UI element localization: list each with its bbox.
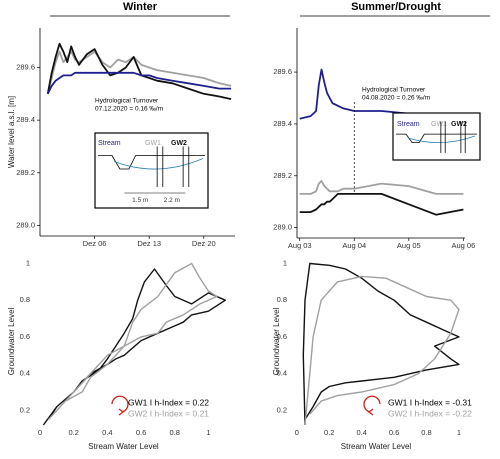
annotation: 04.08.2020 = 0.26 ‰/m — [362, 95, 430, 102]
x-tick-label: 0.2 — [69, 428, 79, 437]
x-tick-label: Aug 06 — [451, 241, 475, 250]
annotation: Hydrological Turnover — [95, 98, 159, 105]
x-tick-label: 1 — [457, 428, 461, 437]
y-tick-label: 289.6 — [273, 67, 292, 76]
x-tick-label: Dez 06 — [83, 239, 107, 248]
x-tick-label: Dez 20 — [192, 239, 216, 248]
y-tick-label: 289.0 — [273, 223, 292, 232]
inset-label: Stream — [98, 140, 121, 147]
x-tick-label: Aug 05 — [397, 241, 421, 250]
inset-distance: 1.5 m — [132, 197, 148, 204]
series-line — [299, 68, 464, 120]
x-tick-label: 0.4 — [102, 428, 112, 437]
inset-distance: 2.2 m — [164, 197, 180, 204]
y-tick-label: 0.8 — [20, 295, 30, 304]
series-line — [299, 180, 464, 195]
panel-title: Winter — [123, 1, 158, 13]
y-axis-label: Groundwater Level — [7, 307, 16, 375]
legend-entry: GW1 I h-Index = -0.31 — [388, 397, 472, 407]
x-axis-label: Stream Water Level — [88, 442, 159, 451]
y-tick-label: 0.2 — [20, 405, 30, 414]
y-tick-label: 289.4 — [273, 119, 292, 128]
hysteresis-arrow — [111, 395, 129, 413]
y-axis-label: Groundwater Level — [272, 307, 281, 375]
arrow-head — [367, 408, 374, 416]
legend-entry: GW1 I h-Index = 0.22 — [128, 397, 209, 407]
legend-entry: GW2 I h-Index = -0.22 — [388, 408, 472, 418]
y-tick-label: 0.6 — [277, 332, 287, 341]
inset-label: GW2 — [451, 121, 467, 128]
series-line — [47, 262, 218, 420]
x-tick-label: 0.8 — [170, 428, 180, 437]
annotation: Hydrological Turnover — [362, 87, 426, 94]
y-tick-label: 289.2 — [273, 171, 292, 180]
y-axis-label: Water level a.s.l. [m] — [7, 96, 16, 168]
x-tick-label: 0.8 — [421, 428, 431, 437]
x-tick-label: 1 — [206, 428, 210, 437]
x-tick-label: Dez 13 — [137, 239, 161, 248]
inset-label: Stream — [397, 121, 420, 128]
y-tick-label: 289.4 — [16, 115, 35, 124]
inset-label: GW1 — [145, 140, 161, 147]
hysteresis-arrow — [363, 395, 381, 413]
x-tick-label: 0.6 — [136, 428, 146, 437]
arrow-head — [118, 408, 125, 416]
y-tick-label: 0.2 — [277, 405, 287, 414]
x-tick-label: 0 — [38, 428, 42, 437]
y-tick-label: 289.2 — [16, 168, 35, 177]
y-tick-label: 1 — [283, 258, 287, 267]
inset-label: GW1 — [431, 121, 447, 128]
panel-title: Summer/Drought — [351, 1, 441, 13]
x-tick-label: 0 — [295, 428, 299, 437]
y-tick-label: 289.0 — [16, 220, 35, 229]
series-line — [46, 42, 232, 100]
y-tick-label: 289.6 — [16, 62, 35, 71]
y-tick-label: 0.4 — [20, 369, 30, 378]
inset-channel — [98, 155, 205, 170]
x-tick-label: Aug 04 — [342, 241, 366, 250]
y-tick-label: 0.8 — [277, 295, 287, 304]
y-tick-label: 1 — [26, 258, 30, 267]
y-tick-label: 0.4 — [277, 369, 287, 378]
x-tick-label: 0.4 — [356, 428, 366, 437]
y-tick-label: 0.6 — [20, 332, 30, 341]
x-tick-label: 0.6 — [389, 428, 399, 437]
inset-water — [114, 158, 204, 170]
series-line — [46, 71, 232, 95]
series-line — [304, 275, 460, 426]
inset-label: GW2 — [171, 140, 187, 147]
x-tick-label: 0.2 — [324, 428, 334, 437]
x-axis-label: Stream Water Level — [341, 442, 412, 451]
series-line — [299, 193, 464, 216]
inset-channel — [396, 133, 477, 144]
series-line — [46, 50, 232, 95]
x-tick-label: Aug 03 — [288, 241, 312, 250]
legend-entry: GW2 I h-Index = 0.21 — [128, 408, 209, 418]
annotation: 07.12.2020 = 0.16 ‰/m — [95, 106, 163, 113]
